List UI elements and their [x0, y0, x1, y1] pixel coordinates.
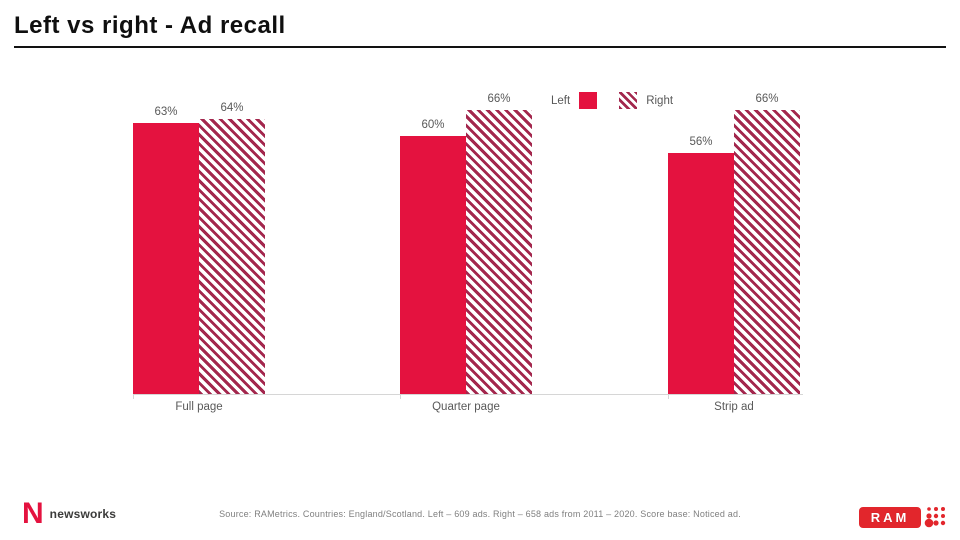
page-title: Left vs right - Ad recall [14, 12, 286, 39]
chart-legend: Left Right [551, 92, 673, 109]
value-label-right-strip-ad: 66% [755, 93, 779, 105]
legend-label-left: Left [551, 94, 571, 107]
value-label-left-quarter-page: 60% [421, 119, 445, 131]
bar-left-quarter-page [400, 136, 466, 394]
x-axis-line [133, 394, 803, 395]
value-label-left-full-page: 63% [154, 106, 178, 118]
bar-right-strip-ad [734, 110, 800, 394]
title-underline [14, 46, 946, 48]
ram-logo: RAM [859, 505, 948, 529]
value-label-right-quarter-page: 66% [487, 93, 511, 105]
newsworks-n-icon: N [22, 497, 44, 530]
legend-label-right: Right [646, 94, 674, 107]
ram-wordmark: RAM [859, 506, 921, 528]
value-label-right-full-page: 64% [220, 102, 244, 114]
bar-left-strip-ad [668, 153, 734, 394]
newsworks-wordmark: newsworks [49, 507, 117, 521]
axis-tick-0 [133, 394, 134, 399]
category-label-full-page: Full page [175, 401, 223, 413]
category-label-quarter-page: Quarter page [432, 401, 500, 413]
source-text: Source: RAMetrics. Countries: England/Sc… [219, 509, 741, 519]
ram-dots-icon [924, 507, 946, 528]
value-label-left-strip-ad: 56% [689, 136, 713, 148]
axis-tick-1 [400, 394, 401, 399]
category-label-strip-ad: Strip ad [714, 401, 754, 413]
legend-swatch-striped-icon [619, 92, 638, 109]
bar-right-full-page [199, 119, 265, 394]
bar-left-full-page [133, 123, 199, 394]
legend-swatch-solid-icon [579, 92, 598, 109]
bar-right-quarter-page [466, 110, 532, 394]
newsworks-logo: N newsworks [22, 499, 116, 529]
axis-tick-2 [668, 394, 669, 399]
